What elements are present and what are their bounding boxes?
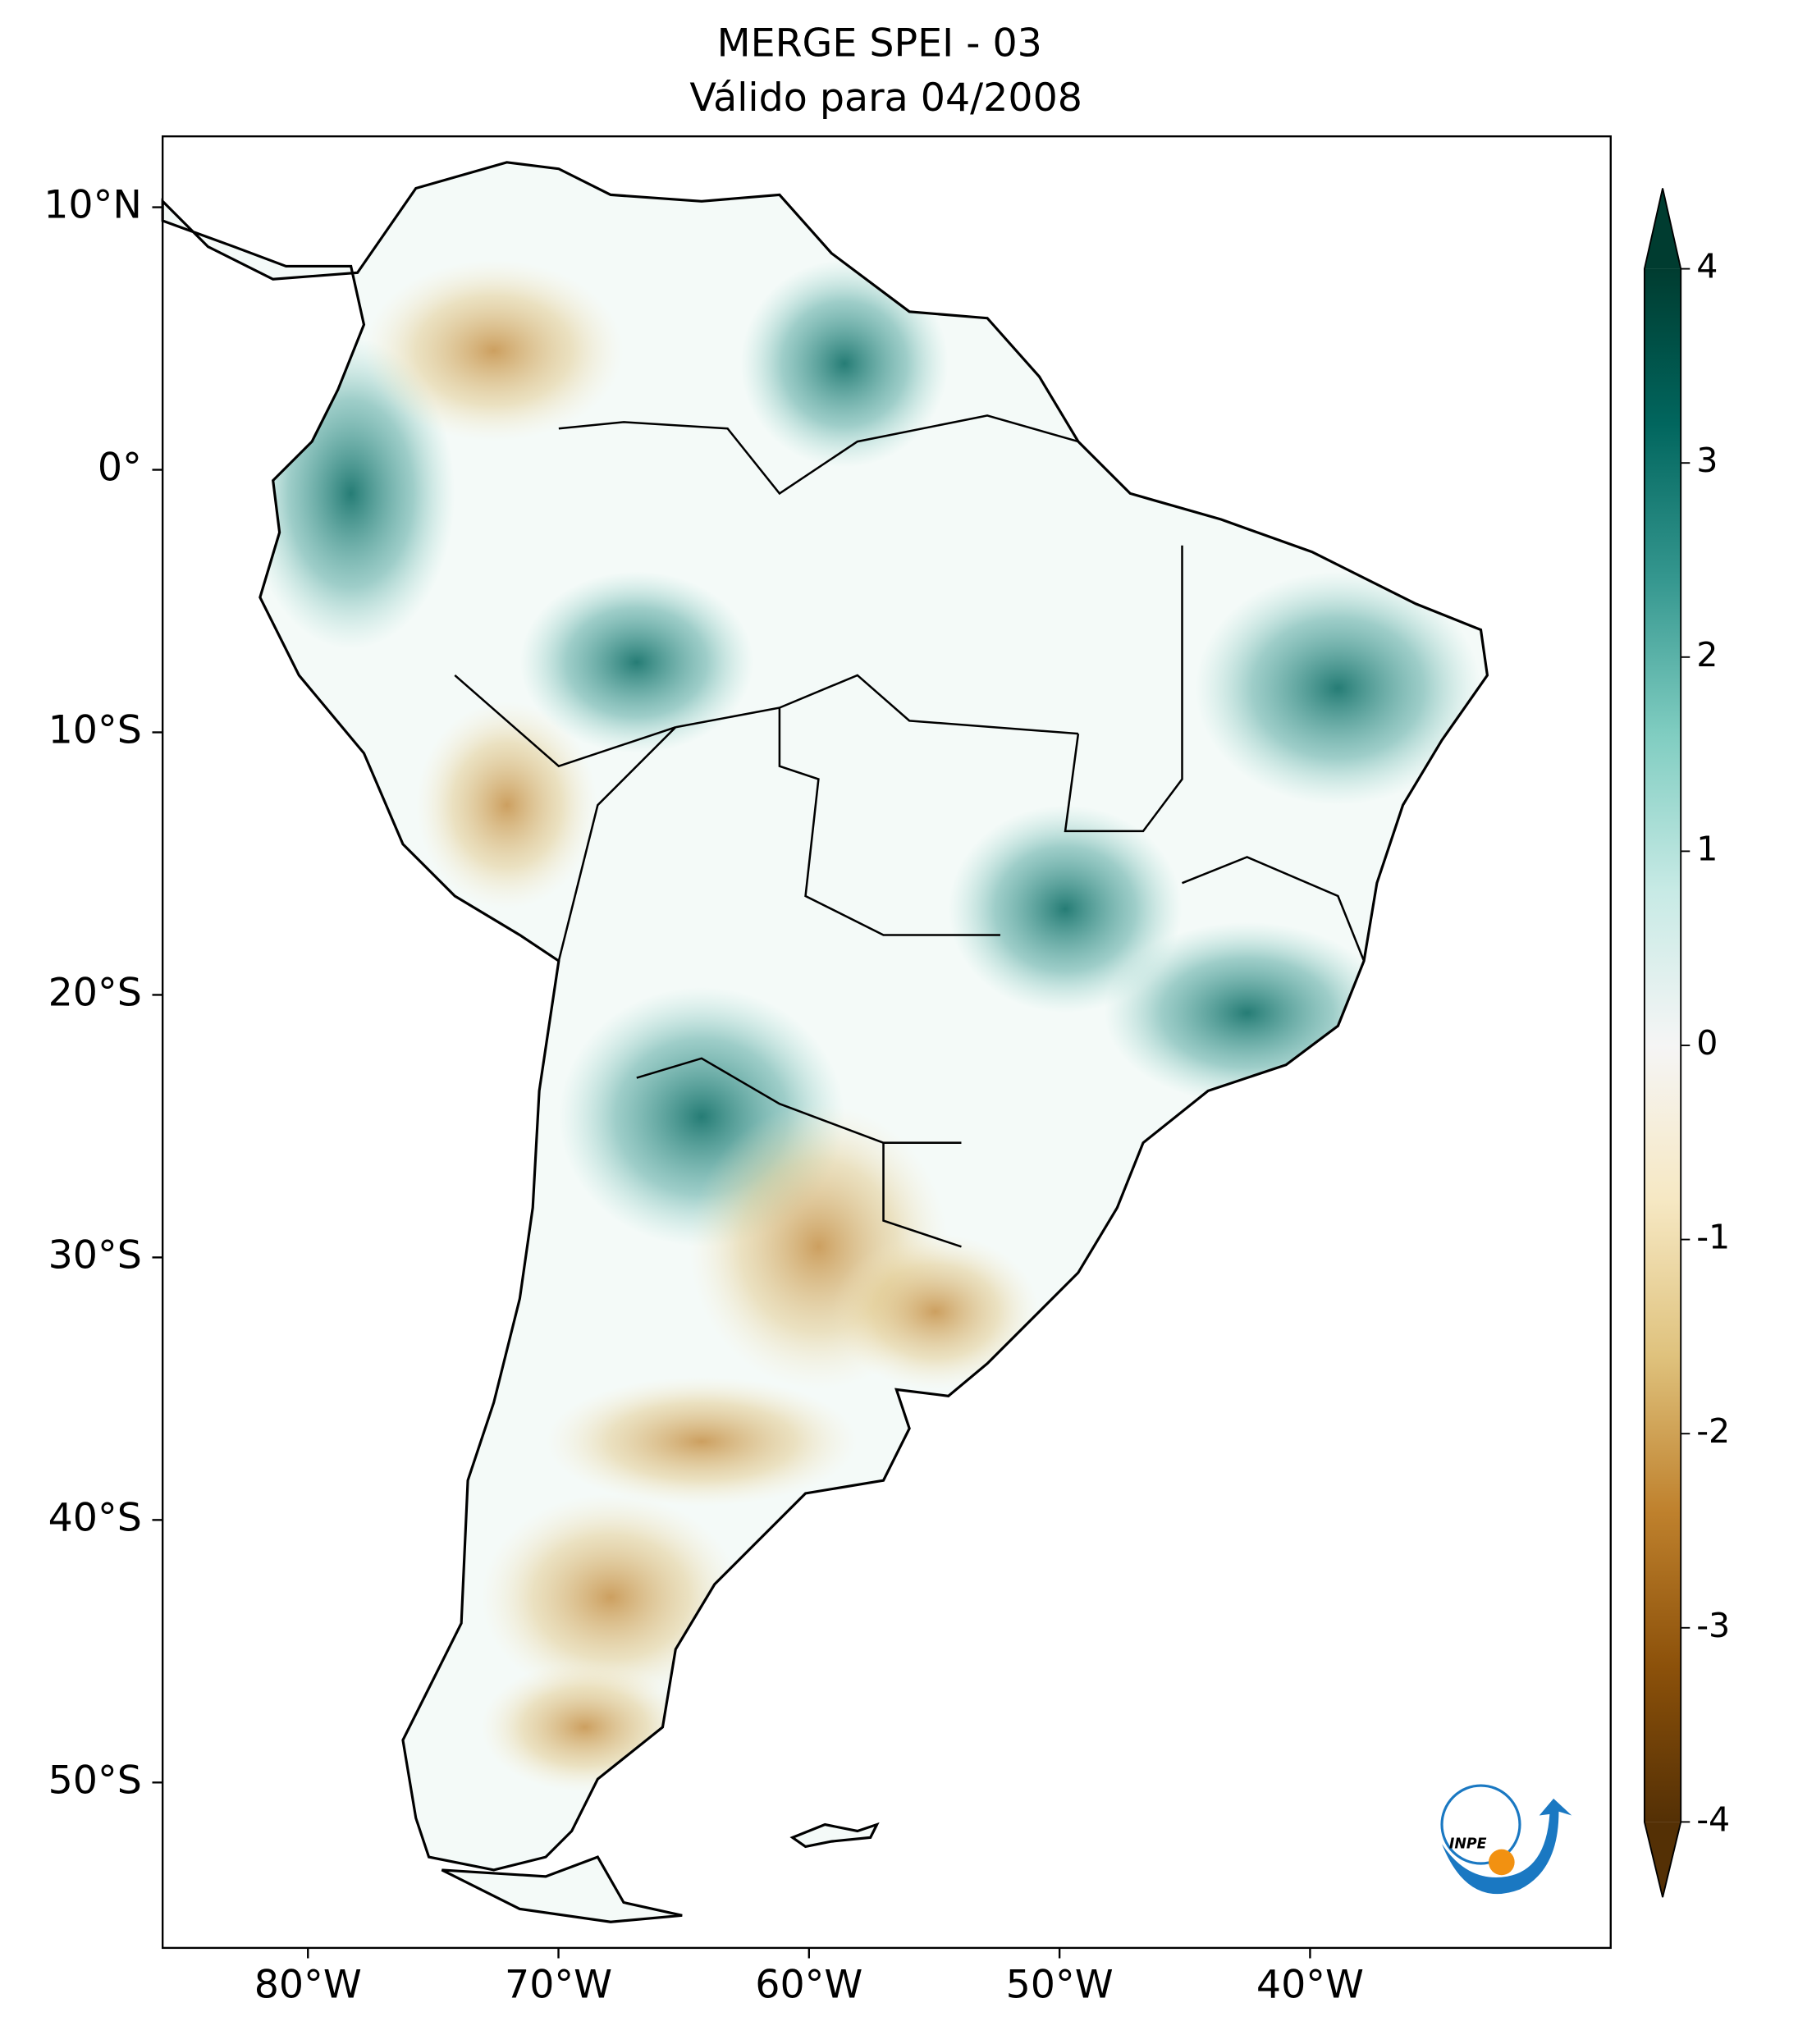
x-tick-label: 80°W: [254, 1962, 362, 2007]
y-tick-label: 10°N: [43, 183, 142, 228]
colorbar-tick-label: 0: [1696, 1023, 1718, 1063]
x-tick-label: 40°W: [1256, 1962, 1364, 2007]
map-title: MERGE SPEI - 03: [717, 21, 1042, 66]
colorbar: [1644, 268, 1681, 1822]
colorbar-tick-label: -1: [1696, 1218, 1730, 1257]
map-subtitle: Válido para 04/2008: [689, 75, 1082, 121]
falklands: [789, 1822, 880, 1849]
colorbar-extend-min: [1644, 1822, 1681, 1898]
colorbar-extend-max: [1644, 188, 1681, 269]
x-tick-label: 50°W: [1006, 1962, 1114, 2007]
y-tick-label: 0°: [98, 446, 142, 491]
colorbar-tick-label: 4: [1696, 247, 1718, 286]
y-tick-label: 20°S: [48, 970, 142, 1015]
x-tick-label: 60°W: [755, 1962, 862, 2007]
colorbar-tick-label: 1: [1696, 829, 1718, 868]
colorbar-tick-label: -2: [1696, 1411, 1730, 1451]
colorbar-tick-label: -4: [1696, 1799, 1730, 1839]
colorbar-tick-label: -3: [1696, 1606, 1730, 1645]
y-tick-label: 50°S: [48, 1758, 142, 1803]
colorbar-tick-label: 3: [1696, 441, 1718, 480]
inpe-logo: INPE: [1440, 1784, 1572, 1895]
y-tick-label: 10°S: [48, 707, 142, 752]
y-tick-label: 30°S: [48, 1232, 142, 1278]
borders: [454, 414, 1366, 1365]
x-tick-label: 70°W: [505, 1962, 612, 2007]
y-tick-label: 40°S: [48, 1495, 142, 1540]
colorbar-tick-label: 2: [1696, 635, 1718, 674]
logo-text: INPE: [1449, 1836, 1487, 1852]
